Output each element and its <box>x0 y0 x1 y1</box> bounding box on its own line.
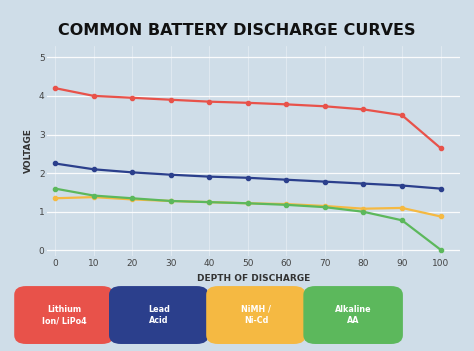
Y-axis label: VOLTAGE: VOLTAGE <box>24 128 33 173</box>
Text: Lead
Acid: Lead Acid <box>148 305 170 325</box>
Text: Alkaline
AA: Alkaline AA <box>335 305 372 325</box>
Text: COMMON BATTERY DISCHARGE CURVES: COMMON BATTERY DISCHARGE CURVES <box>58 23 416 38</box>
Text: NiMH /
Ni-Cd: NiMH / Ni-Cd <box>241 305 271 325</box>
X-axis label: DEPTH OF DISCHARGE: DEPTH OF DISCHARGE <box>197 273 310 283</box>
Text: Lithium
Ion/ LiPo4: Lithium Ion/ LiPo4 <box>42 305 86 325</box>
